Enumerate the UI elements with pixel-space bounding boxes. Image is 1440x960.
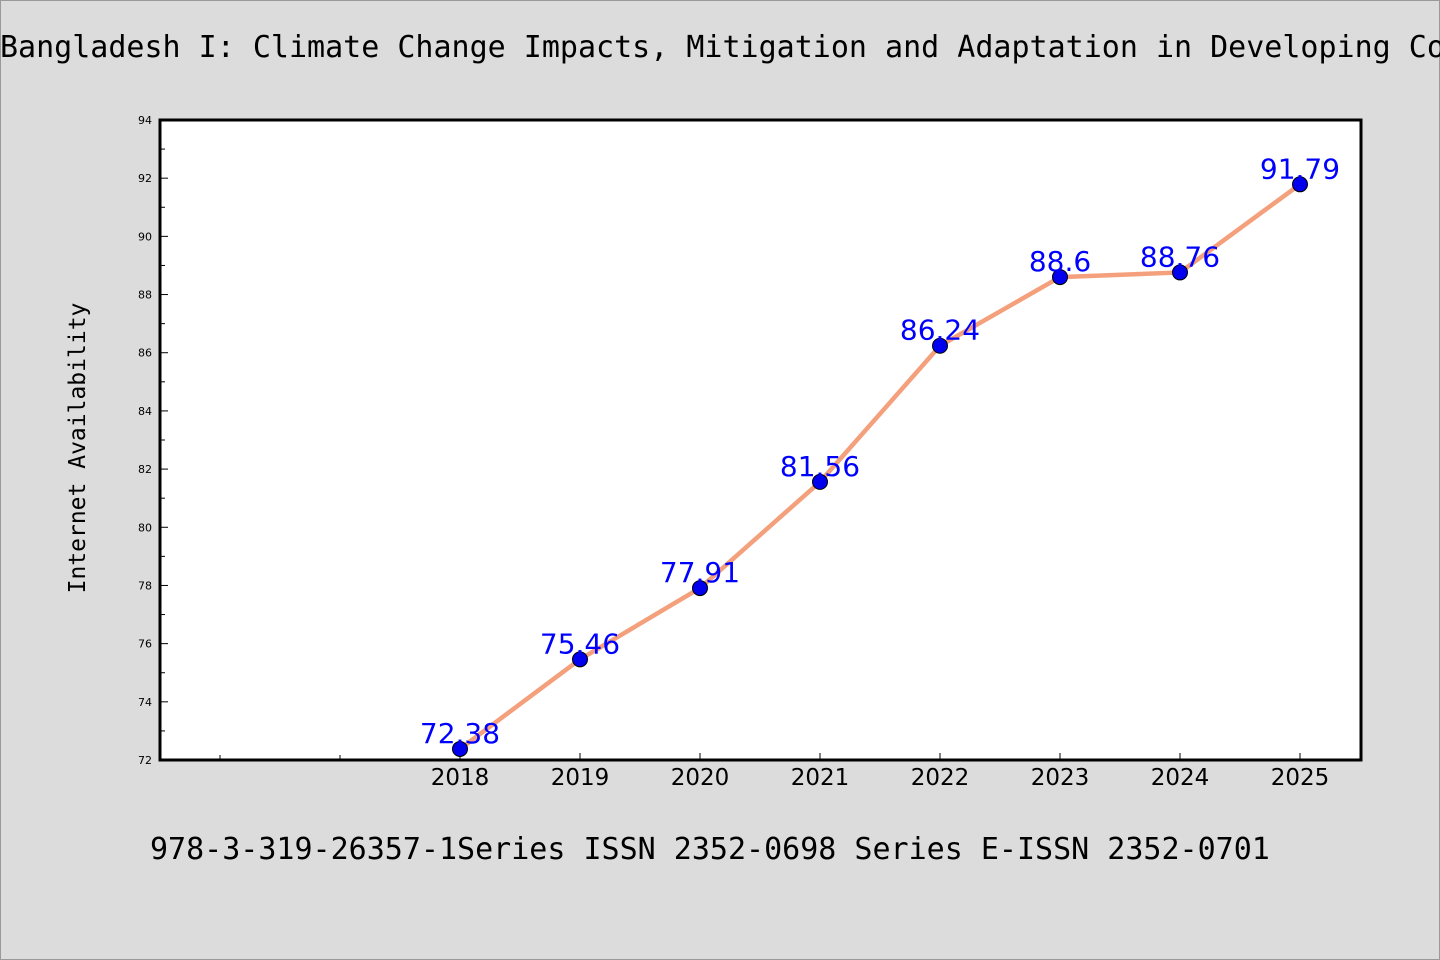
y-tick-label: 92	[138, 172, 152, 185]
footer-text: 978-3-319-26357-1Series ISSN 2352-0698 S…	[150, 832, 1270, 867]
data-label: 88.76	[1140, 240, 1220, 273]
y-tick-label: 88	[138, 289, 152, 302]
y-axis: 72 74 76 78 80 82 84 86 88 90 92 94	[138, 114, 168, 767]
data-point	[1052, 269, 1068, 286]
series-layer: 72.38 75.46 77.91 81.56 86.24 88.6 88.76 91.79	[420, 152, 1340, 757]
x-tick-label: 2022	[911, 765, 970, 791]
x-tick-label: 2018	[431, 765, 490, 791]
data-label: 81.56	[780, 450, 860, 483]
y-tick-label: 82	[138, 463, 152, 476]
y-tick-label: 86	[138, 347, 152, 360]
data-label: 77.91	[660, 556, 740, 589]
y-tick-label: 74	[138, 696, 152, 709]
data-label: 91.79	[1260, 152, 1340, 185]
data-point	[932, 337, 948, 354]
x-tick-label: 2023	[1031, 765, 1090, 791]
chart-title: Bangladesh I: Climate Change Impacts, Mi…	[0, 30, 1440, 65]
y-tick-label: 80	[138, 521, 152, 534]
plot-area	[158, 118, 1363, 762]
data-label: 72.38	[420, 717, 500, 750]
data-label: 75.46	[540, 627, 620, 660]
y-tick-label: 76	[138, 638, 152, 651]
x-tick-label: 2025	[1271, 765, 1330, 791]
x-tick-label: 2019	[551, 765, 610, 791]
y-tick-label: 84	[138, 405, 152, 418]
data-point	[1172, 264, 1188, 281]
data-point	[572, 651, 588, 668]
x-axis: 2018 2019 2020 2021 2022 2023 2024 2025	[219, 753, 1330, 791]
data-point	[812, 473, 828, 490]
x-tick-label: 2024	[1151, 765, 1210, 791]
data-point	[1292, 176, 1308, 193]
data-point	[452, 740, 468, 757]
x-tick-label: 2020	[671, 765, 730, 791]
data-label: 88.6	[1029, 245, 1091, 278]
y-tick-label: 78	[138, 579, 152, 592]
y-tick-label: 94	[138, 114, 152, 127]
y-tick-label: 72	[138, 754, 152, 767]
y-tick-label: 90	[138, 230, 152, 243]
series-line	[457, 182, 1303, 752]
x-tick-label: 2021	[791, 765, 850, 791]
data-point	[692, 580, 708, 597]
data-label: 86.24	[900, 314, 980, 347]
